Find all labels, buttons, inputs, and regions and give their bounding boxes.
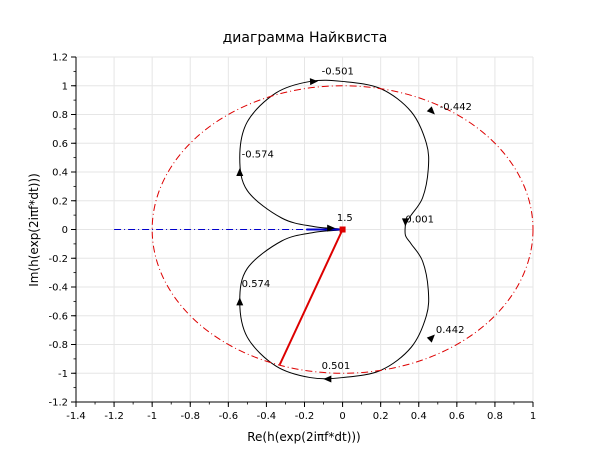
curve-annotation: 0.001 <box>405 214 434 225</box>
x-tick-label: -0.2 <box>295 411 315 422</box>
x-tick-label: 0.6 <box>449 411 465 422</box>
x-tick-label: -0.4 <box>257 411 277 422</box>
annotations: -0.501 -0.442 -0.574 0.001 1.5 0.574 0.442 0.50… <box>242 66 472 372</box>
y-tick-label: 1.2 <box>52 53 68 64</box>
y-tick-label: -0.4 <box>48 283 68 294</box>
y-tick-label: 1 <box>62 81 68 92</box>
x-tick-label: -0.8 <box>180 411 200 422</box>
x-tick-label: 0.8 <box>487 411 503 422</box>
y-tick-label: -1 <box>58 369 68 380</box>
y-tick-label: -0.2 <box>48 254 68 265</box>
y-tick-label: 0 <box>62 225 68 236</box>
curve-annotation: -0.574 <box>242 150 274 161</box>
y-tick-label: 0.4 <box>52 168 68 179</box>
curve-annotation: -0.501 <box>322 66 354 77</box>
y-axis-label: Im(h(exp(2iπf*dt))) <box>27 173 41 287</box>
direction-arrow <box>309 78 319 86</box>
x-axis-label: Re(h(exp(2iπf*dt))) <box>247 430 361 444</box>
x-tick-label: -0.6 <box>219 411 239 422</box>
direction-arrow <box>426 334 435 343</box>
direction-arrow <box>323 375 332 383</box>
direction-arrows <box>236 78 435 383</box>
x-tick-label: -1 <box>147 411 157 422</box>
x-tick-label: 1 <box>530 411 536 422</box>
y-tick-label: -1.2 <box>48 398 68 409</box>
axes: -1.4 -1.2 -1 -0.8 -0.6 -0.4 -0.2 0 0.2 0.4 0.6 0.8 1… <box>48 53 536 423</box>
x-tick-label: 0.2 <box>373 411 389 422</box>
x-tick-label: 0 <box>339 411 345 422</box>
unit-circle <box>151 85 534 374</box>
y-tick-label: -0.6 <box>48 311 68 322</box>
curve-annotation: -0.442 <box>440 102 472 113</box>
curve-annotation: 1.5 <box>337 213 353 224</box>
curve-annotation: 0.574 <box>242 279 271 290</box>
direction-arrow <box>236 168 244 176</box>
direction-arrow <box>236 297 244 306</box>
curve-annotation: 0.442 <box>436 325 465 336</box>
red-vector-line <box>278 229 344 366</box>
nyquist-curve <box>239 79 430 380</box>
direction-arrow <box>327 224 336 232</box>
y-tick-label: 0.2 <box>52 196 68 207</box>
y-tick-label: 0.8 <box>52 110 68 121</box>
curve-annotation: 0.501 <box>322 361 351 372</box>
series-layer <box>114 79 534 380</box>
direction-arrow <box>401 218 409 227</box>
direction-arrow <box>426 106 435 115</box>
chart-title: диаграмма Найквиста <box>223 30 388 46</box>
origin-marker <box>339 226 346 233</box>
x-tick-label: 0.4 <box>411 411 427 422</box>
x-tick-label: -1.4 <box>66 411 86 422</box>
x-tick-label: -1.2 <box>104 411 124 422</box>
y-tick-label: -0.8 <box>48 340 68 351</box>
y-tick-label: 0.6 <box>52 139 68 150</box>
